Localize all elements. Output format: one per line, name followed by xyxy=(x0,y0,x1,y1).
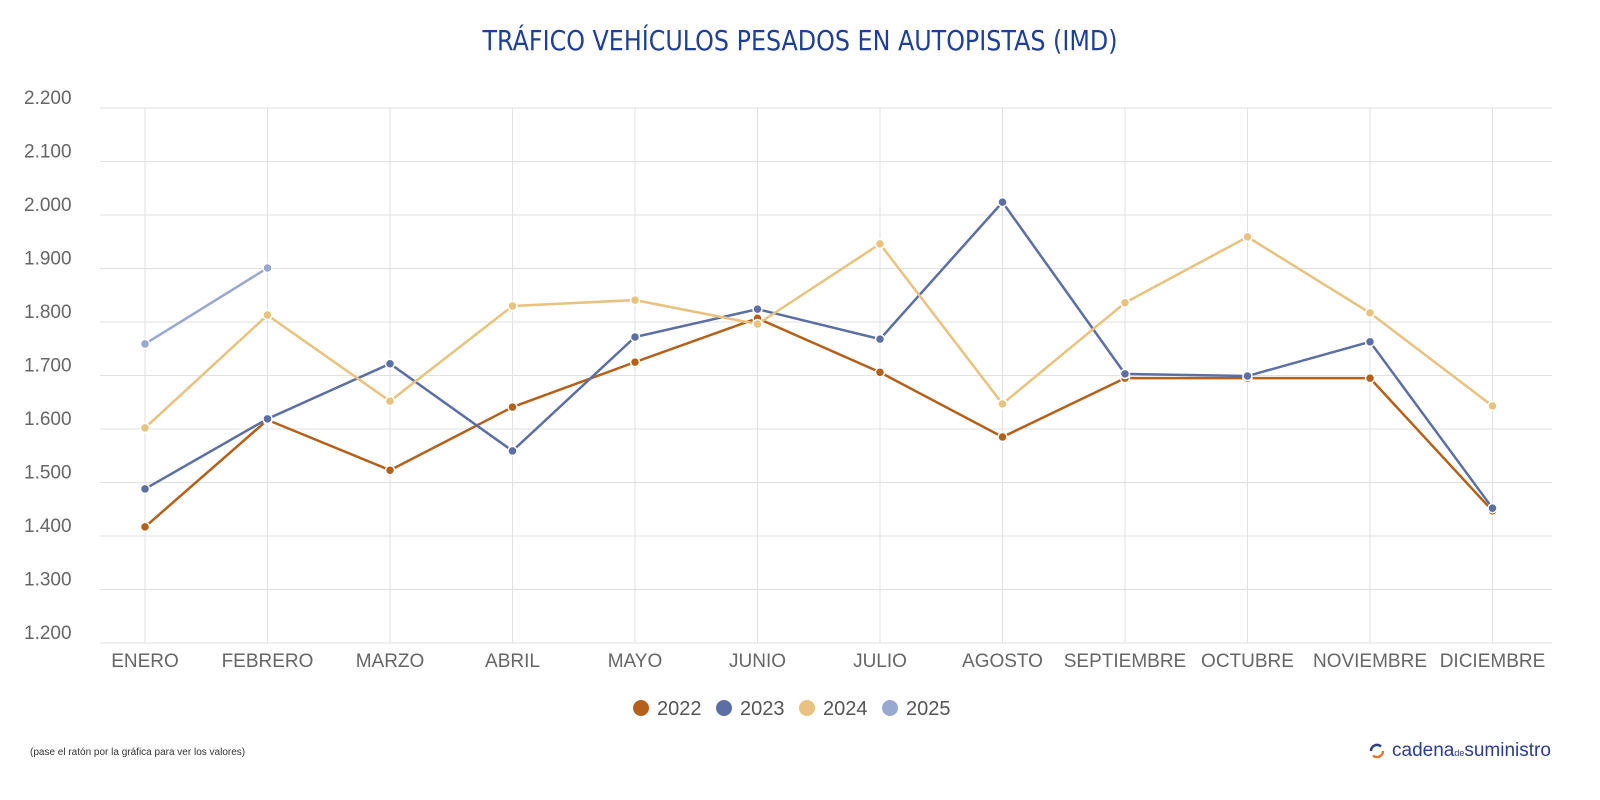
y-tick-label: 1.300 xyxy=(24,570,72,591)
x-tick-label: ABRIL xyxy=(485,651,540,672)
x-tick-label: JUNIO xyxy=(729,651,786,672)
data-point-2023 xyxy=(752,303,763,315)
x-tick-label: SEPTIEMBRE xyxy=(1064,651,1186,672)
data-point-2023 xyxy=(1119,368,1131,380)
data-point-2023 xyxy=(1364,336,1376,348)
y-tick-label: 2.000 xyxy=(24,195,72,216)
y-tick-label: 1.500 xyxy=(24,463,72,484)
y-tick-label: 1.200 xyxy=(24,623,72,644)
data-point-2024 xyxy=(629,294,641,306)
series-line-2023 xyxy=(144,200,1494,509)
y-tick-label: 1.900 xyxy=(24,249,72,270)
data-point-2023 xyxy=(262,413,273,425)
data-point-2025 xyxy=(139,338,151,350)
data-point-2025 xyxy=(262,262,273,274)
legend-marker-2025 xyxy=(882,700,898,716)
y-tick-label: 1.700 xyxy=(24,356,72,377)
legend-marker-2023 xyxy=(716,700,732,716)
x-tick-label: JULIO xyxy=(853,651,907,672)
refresh-logo-icon xyxy=(1369,743,1385,759)
y-tick-label: 1.800 xyxy=(24,302,72,323)
x-tick-label: MAYO xyxy=(608,651,663,672)
chart-title: TRÁFICO VEHÍCULOS PESADOS EN AUTOPISTAS … xyxy=(482,24,1118,57)
series-line-2024 xyxy=(144,235,1494,429)
x-tick-label: FEBRERO xyxy=(222,651,314,672)
y-tick-label: 1.600 xyxy=(24,409,72,430)
data-point-2023 xyxy=(629,331,641,343)
legend-marker-2022 xyxy=(633,700,649,716)
data-point-2022 xyxy=(874,367,886,378)
data-point-2024 xyxy=(1119,297,1131,308)
series-line-2025 xyxy=(144,266,269,345)
data-point-2023 xyxy=(139,483,151,495)
y-tick-label: 2.200 xyxy=(24,88,72,109)
data-point-2024 xyxy=(262,309,273,321)
data-point-2024 xyxy=(874,238,886,250)
data-point-2024 xyxy=(997,398,1008,410)
data-point-2024 xyxy=(384,395,396,407)
data-point-2022 xyxy=(507,401,518,413)
x-tick-label: DICIEMBRE xyxy=(1440,651,1546,672)
data-point-2023 xyxy=(507,445,518,457)
series-line-2022 xyxy=(144,316,1494,528)
y-tick-label: 2.100 xyxy=(24,142,72,163)
data-point-2023 xyxy=(874,333,886,345)
legend-label-2025: 2025 xyxy=(906,698,951,720)
data-point-2024 xyxy=(139,422,151,434)
y-tick-label: 1.400 xyxy=(24,516,72,537)
x-tick-label: AGOSTO xyxy=(962,651,1043,672)
x-tick-label: OCTUBRE xyxy=(1201,651,1294,672)
x-tick-label: ENERO xyxy=(111,651,179,672)
data-point-2022 xyxy=(997,431,1008,443)
data-point-2022 xyxy=(629,356,641,368)
legend-label-2024: 2024 xyxy=(823,698,868,720)
data-point-2022 xyxy=(384,464,396,476)
legend-marker-2024 xyxy=(799,700,815,716)
data-point-2023 xyxy=(384,358,396,369)
data-point-2024 xyxy=(507,300,518,312)
data-point-2022 xyxy=(139,521,151,533)
data-point-2023 xyxy=(1242,370,1253,382)
data-point-2024 xyxy=(1364,307,1376,319)
data-point-2023 xyxy=(997,196,1008,208)
data-point-2024 xyxy=(752,318,763,330)
data-point-2024 xyxy=(1487,400,1498,412)
data-point-2024 xyxy=(1242,231,1253,243)
data-point-2023 xyxy=(1487,502,1498,514)
x-tick-label: MARZO xyxy=(356,651,425,672)
logo: cadenadesuministro xyxy=(1368,740,1551,762)
legend-label-2022: 2022 xyxy=(657,698,702,720)
x-tick-label: NOVIEMBRE xyxy=(1313,651,1427,672)
hover-note: (pase el ratón por la gráfica para ver l… xyxy=(30,747,246,758)
legend-label-2023: 2023 xyxy=(740,698,785,720)
data-point-2022 xyxy=(1364,372,1376,384)
